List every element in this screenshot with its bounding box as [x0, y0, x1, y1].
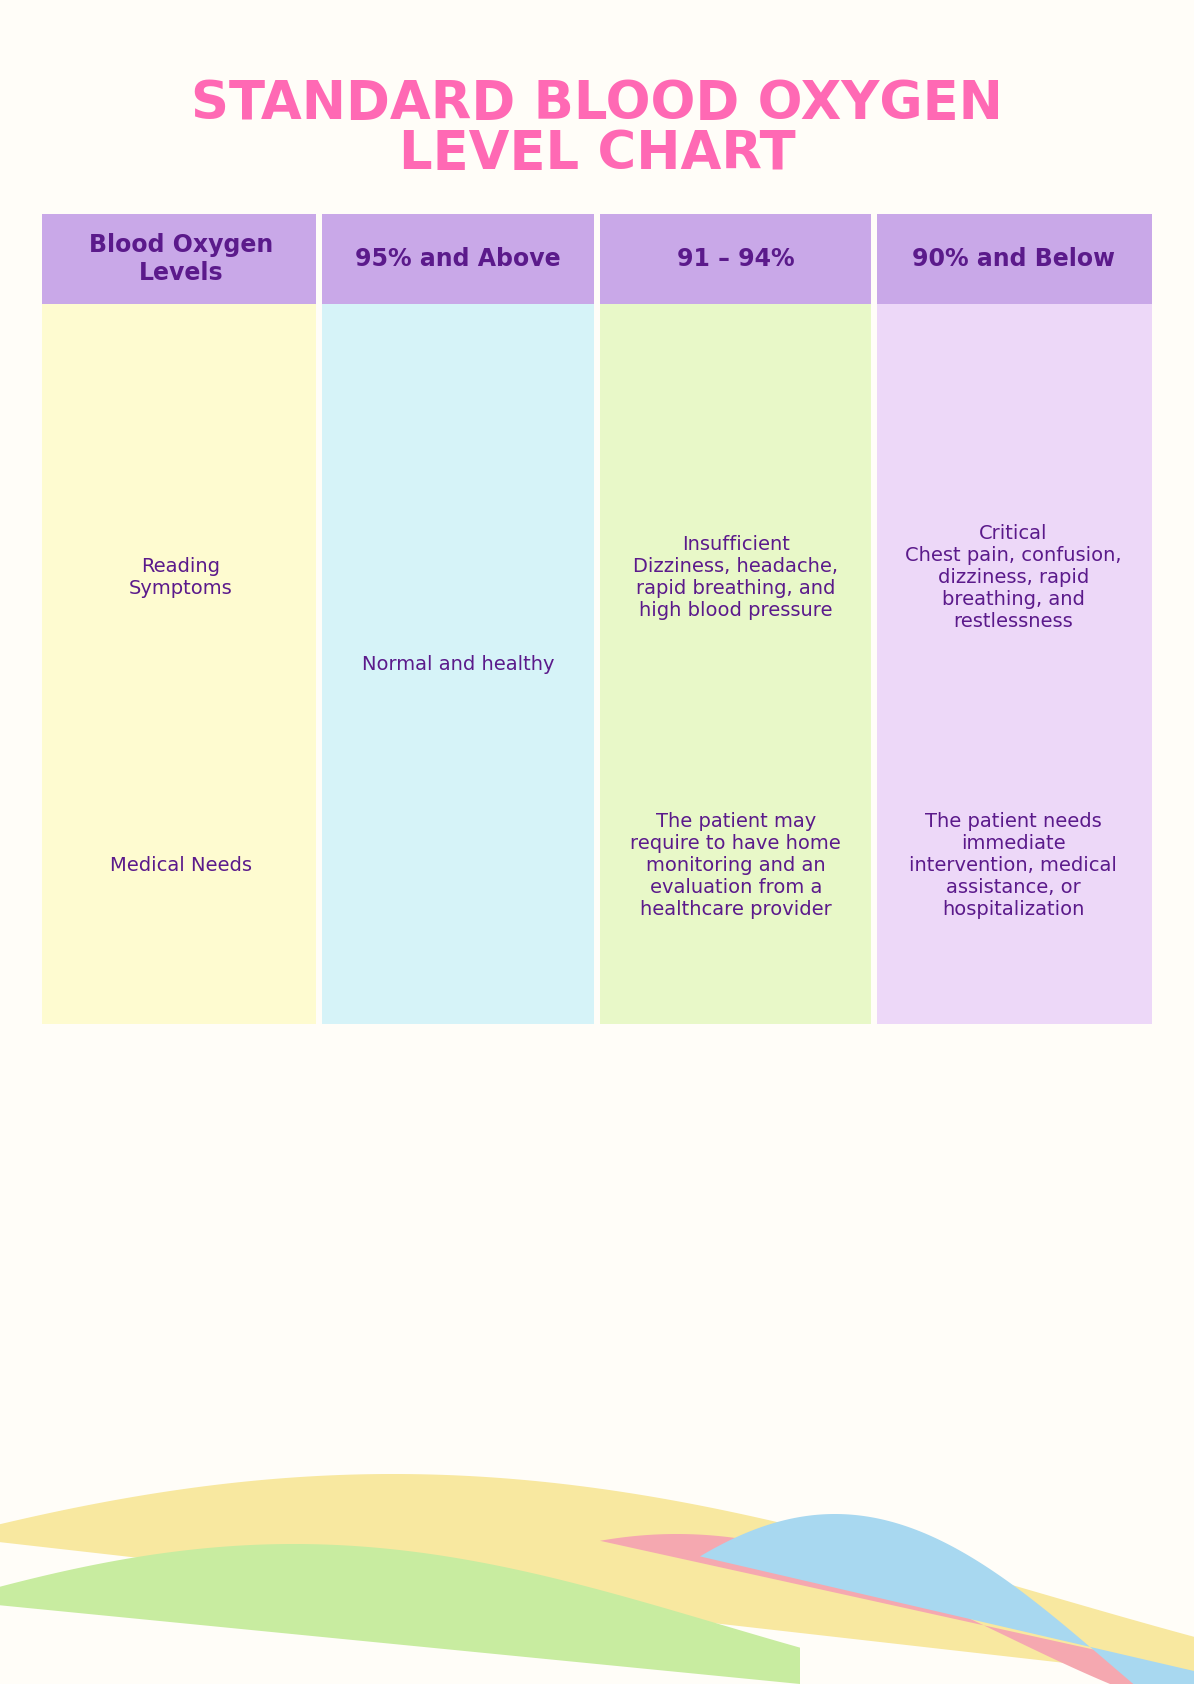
FancyBboxPatch shape	[597, 305, 874, 1024]
Text: Critical
Chest pain, confusion,
dizziness, rapid
breathing, and
restlessness: Critical Chest pain, confusion, dizzines…	[905, 524, 1121, 632]
FancyBboxPatch shape	[316, 214, 322, 305]
Text: 91 – 94%: 91 – 94%	[677, 248, 794, 271]
FancyBboxPatch shape	[874, 305, 1152, 1024]
FancyBboxPatch shape	[320, 305, 597, 1024]
FancyBboxPatch shape	[42, 305, 320, 1024]
Text: Normal and healthy: Normal and healthy	[362, 655, 554, 674]
Text: STANDARD BLOOD OXYGEN: STANDARD BLOOD OXYGEN	[191, 77, 1003, 130]
Text: Medical Needs: Medical Needs	[110, 855, 252, 876]
Text: Reading
Symptoms: Reading Symptoms	[129, 557, 233, 598]
PathPatch shape	[601, 1534, 1194, 1684]
PathPatch shape	[700, 1514, 1194, 1684]
Text: The patient needs
immediate
intervention, medical
assistance, or
hospitalization: The patient needs immediate intervention…	[910, 812, 1118, 919]
Text: LEVEL CHART: LEVEL CHART	[399, 128, 795, 180]
Text: Insufficient
Dizziness, headache,
rapid breathing, and
high blood pressure: Insufficient Dizziness, headache, rapid …	[633, 536, 838, 620]
FancyBboxPatch shape	[593, 214, 601, 305]
FancyBboxPatch shape	[872, 214, 878, 305]
PathPatch shape	[0, 1474, 1194, 1684]
FancyBboxPatch shape	[316, 305, 322, 1024]
FancyBboxPatch shape	[593, 305, 601, 1024]
Text: 90% and Below: 90% and Below	[912, 248, 1115, 271]
Text: Blood Oxygen
Levels: Blood Oxygen Levels	[88, 232, 273, 285]
PathPatch shape	[0, 1544, 800, 1684]
Text: The patient may
require to have home
monitoring and an
evaluation from a
healthc: The patient may require to have home mon…	[630, 812, 841, 919]
FancyBboxPatch shape	[42, 214, 1152, 305]
Text: 95% and Above: 95% and Above	[356, 248, 561, 271]
FancyBboxPatch shape	[872, 305, 878, 1024]
